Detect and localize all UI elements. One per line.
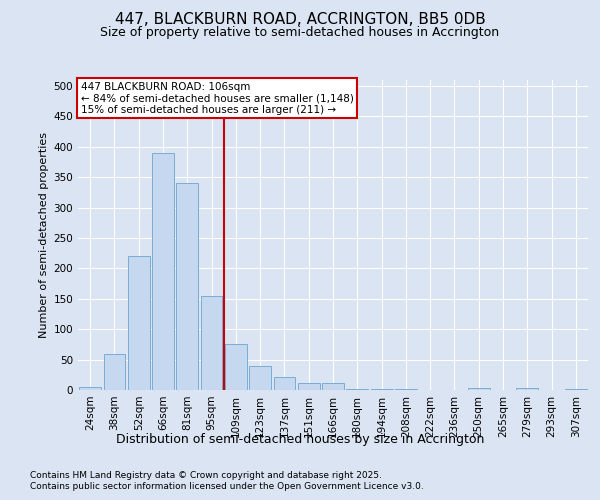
Text: Distribution of semi-detached houses by size in Accrington: Distribution of semi-detached houses by … xyxy=(116,432,484,446)
Bar xyxy=(152,153,174,390)
Bar xyxy=(468,388,490,390)
Bar xyxy=(176,184,198,390)
Bar xyxy=(274,376,295,390)
Bar xyxy=(346,389,368,390)
Text: Size of property relative to semi-detached houses in Accrington: Size of property relative to semi-detach… xyxy=(100,26,500,39)
Text: 447 BLACKBURN ROAD: 106sqm
← 84% of semi-detached houses are smaller (1,148)
15%: 447 BLACKBURN ROAD: 106sqm ← 84% of semi… xyxy=(80,82,353,115)
Y-axis label: Number of semi-detached properties: Number of semi-detached properties xyxy=(39,132,49,338)
Bar xyxy=(249,366,271,390)
Bar xyxy=(322,382,344,390)
Bar xyxy=(104,354,125,390)
Bar xyxy=(200,296,223,390)
Bar xyxy=(298,382,320,390)
Bar xyxy=(225,344,247,390)
Bar xyxy=(517,388,538,390)
Text: 447, BLACKBURN ROAD, ACCRINGTON, BB5 0DB: 447, BLACKBURN ROAD, ACCRINGTON, BB5 0DB xyxy=(115,12,485,28)
Bar xyxy=(371,389,392,390)
Bar xyxy=(128,256,149,390)
Text: Contains public sector information licensed under the Open Government Licence v3: Contains public sector information licen… xyxy=(30,482,424,491)
Text: Contains HM Land Registry data © Crown copyright and database right 2025.: Contains HM Land Registry data © Crown c… xyxy=(30,471,382,480)
Bar xyxy=(79,387,101,390)
